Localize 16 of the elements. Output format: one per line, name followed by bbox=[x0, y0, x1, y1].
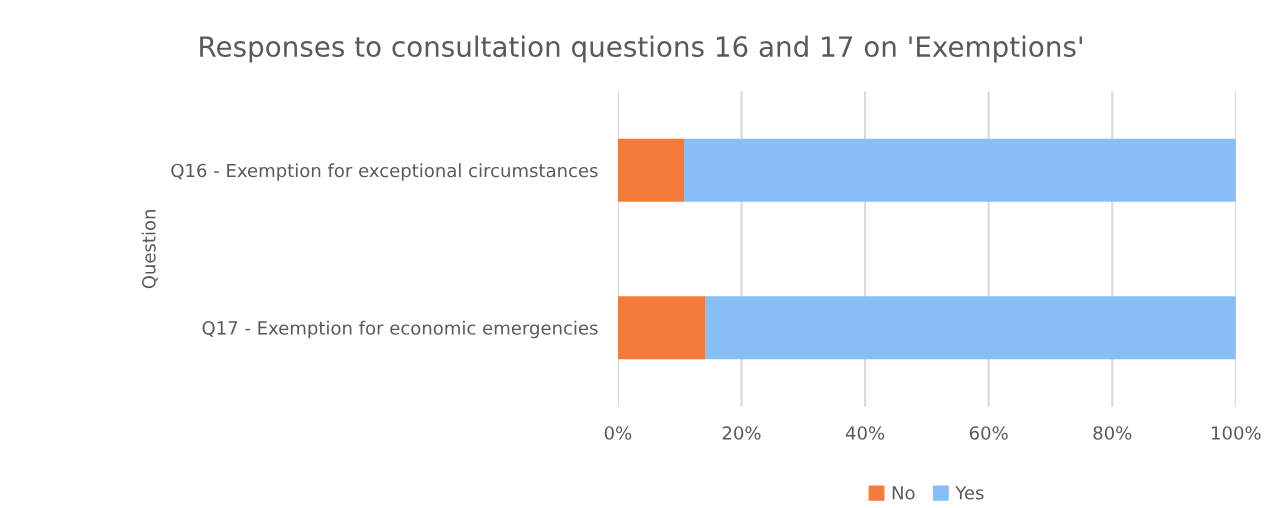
x-tick-label: 20% bbox=[722, 426, 761, 440]
bar bbox=[617, 138, 685, 202]
y-tick-label: Q17 - Exemption for economic emergencies bbox=[202, 320, 598, 339]
bar bbox=[617, 296, 706, 360]
y-tick-label: Q16 - Exemption for exceptional circumstances bbox=[171, 163, 598, 181]
bar bbox=[684, 138, 1236, 202]
chart-title: Responses to consultation questions 16 and 17 on 'Exemptions' bbox=[200, 35, 1082, 63]
x-tick-label: 100% bbox=[1212, 426, 1261, 440]
y-axis-title: Question bbox=[141, 210, 158, 289]
x-tick-label: 60% bbox=[969, 426, 1008, 440]
x-tick-label: 40% bbox=[845, 426, 885, 440]
bar bbox=[705, 296, 1236, 360]
legend-label: Yes bbox=[955, 486, 984, 500]
x-tick-label: 0% bbox=[604, 426, 632, 440]
legend-label: No bbox=[892, 486, 915, 500]
x-tick-label: 80% bbox=[1093, 426, 1132, 440]
